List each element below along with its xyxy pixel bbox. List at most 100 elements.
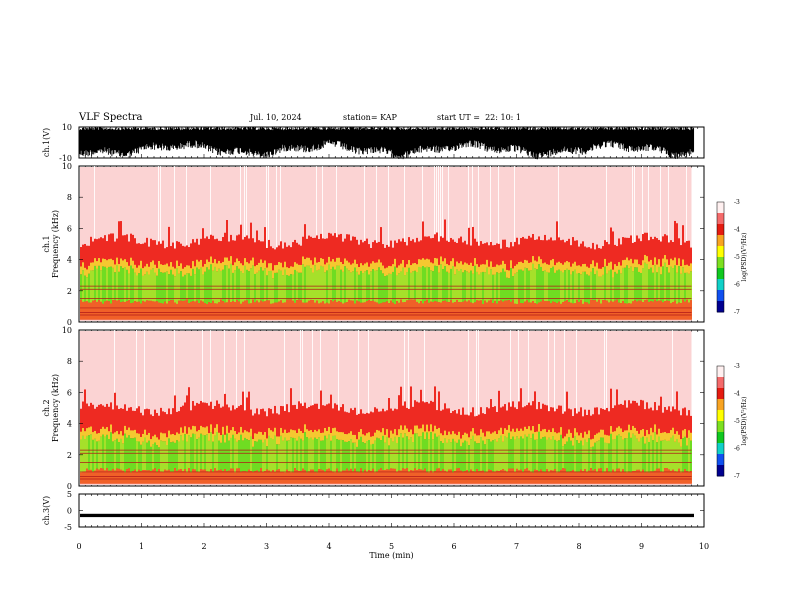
spectrogram-cell: [80, 266, 82, 275]
spectrogram-cell: [198, 261, 200, 270]
spectrogram-cell: [540, 266, 542, 302]
spectrogram-cell: [644, 254, 646, 263]
colorbar-swatch: [717, 288, 724, 291]
spectrogram-cell: [562, 302, 564, 320]
spectrogram-cell: [106, 260, 108, 268]
spectrogram-cell: [180, 263, 182, 272]
spectrogram-cell: [592, 438, 594, 447]
spectrogram-cell: [598, 440, 600, 469]
spectrogram-cell: [266, 446, 268, 470]
spectrogram-cell: [140, 436, 142, 445]
spectrogram-cell: [422, 303, 424, 320]
spectrogram-cell: [306, 302, 308, 320]
spectrogram-cell: [680, 439, 682, 447]
spectrogram-cell: [182, 471, 184, 484]
colorbar-label: log(PSD)(V²/Hz): [741, 233, 748, 282]
spectrogram-cell: [270, 430, 272, 439]
spectrogram-cell: [240, 471, 242, 484]
spectrogram-cell: [568, 437, 570, 472]
spectrogram-cell: [538, 424, 540, 432]
spectrogram-cell: [136, 301, 138, 320]
spectrogram-cell: [624, 472, 626, 484]
spectrogram-cell: [296, 300, 298, 320]
spectrogram-cell: [644, 262, 646, 301]
spectrogram-cell: [520, 261, 522, 270]
spectrogram-cell: [284, 472, 286, 484]
spectrogram-cell: [402, 260, 404, 268]
spectrogram-cell: [288, 275, 290, 300]
ch3-ytick-label: 0: [67, 507, 72, 516]
spectrogram-cell: [346, 268, 348, 303]
spectrogram-cell: [630, 430, 632, 438]
spectrogram-cell: [106, 434, 108, 469]
spectrogram-streak: [476, 330, 477, 416]
spectrogram-cell: [322, 258, 324, 267]
spectrogram-cell: [286, 432, 288, 441]
spectrogram-cell: [608, 262, 610, 271]
spectrogram-cell: [110, 470, 112, 484]
spectrogram-cell: [392, 264, 394, 272]
station-label: station= KAP: [343, 113, 397, 122]
spectrogram-cell: [434, 471, 436, 484]
spectrogram-cell: [162, 264, 164, 273]
spectrogram-cell: [554, 265, 556, 273]
spectrogram-cell: [610, 269, 612, 301]
spectrogram-cell: [670, 470, 672, 484]
spectrogram-cell: [474, 441, 476, 472]
spectrogram-cell: [630, 303, 632, 320]
spectrogram-cell: [112, 299, 114, 320]
spectrogram-cell: [178, 273, 180, 301]
spectrogram-cell: [274, 435, 276, 473]
spectrogram-cell: [526, 268, 528, 301]
spectrogram-cell: [232, 272, 234, 302]
spectrogram-cell: [176, 470, 178, 484]
spectrogram-cell: [358, 439, 360, 473]
spectrogram-cell: [464, 270, 466, 301]
spectrogram-cell: [586, 442, 588, 473]
spectrogram-cell: [654, 424, 656, 433]
spectrogram-cell: [178, 441, 180, 470]
spectrogram-cell: [488, 431, 490, 440]
spectrogram-cell: [620, 265, 622, 274]
spectrogram-cell: [472, 265, 474, 274]
spectrogram-cell: [452, 472, 454, 484]
spectrogram-cell: [622, 267, 624, 301]
spectrogram-cell: [500, 427, 502, 436]
spectrogram-cell: [96, 433, 98, 442]
spectrogram-cell: [558, 440, 560, 473]
spectrogram-cell: [198, 303, 200, 320]
spectrogram-cell: [614, 300, 616, 320]
spectrogram-cell: [646, 437, 648, 473]
spectrogram-cell: [628, 268, 630, 304]
spectrogram-cell: [684, 272, 686, 302]
spectrogram-cell: [350, 439, 352, 469]
spectrogram-streak: [268, 166, 269, 240]
spectrogram-cell: [374, 301, 376, 320]
spectrogram-cell: [510, 468, 512, 484]
spectrogram-cell: [358, 472, 360, 484]
spectrogram-cell: [438, 264, 440, 273]
colorbar-swatch: [717, 218, 724, 221]
spectrogram-cell: [514, 303, 516, 320]
colorbar-swatch: [717, 461, 724, 464]
spectrogram-cell: [662, 302, 664, 320]
spectrogram-streak: [436, 166, 437, 233]
spectrogram-cell: [342, 271, 344, 304]
spectrogram-cell: [546, 301, 548, 320]
spectrogram-cell: [410, 299, 412, 320]
colorbar-swatch: [717, 280, 724, 284]
spectrogram-cell: [448, 302, 450, 320]
spectrogram-cell: [300, 438, 302, 471]
spectrogram-cell: [132, 302, 134, 320]
spectrogram-cell: [252, 439, 254, 447]
spectrogram-cell: [650, 427, 652, 436]
spectrogram-cell: [244, 265, 246, 301]
spectrogram-cell: [512, 268, 514, 277]
spectrogram-cell: [506, 437, 508, 472]
colorbar-swatch: [717, 366, 724, 369]
spectrogram-cell: [534, 268, 536, 304]
spectrogram-cell: [160, 471, 162, 484]
spectrogram-cell: [588, 438, 590, 471]
spectrogram-cell: [108, 259, 110, 267]
spectrogram-cell: [288, 440, 290, 472]
